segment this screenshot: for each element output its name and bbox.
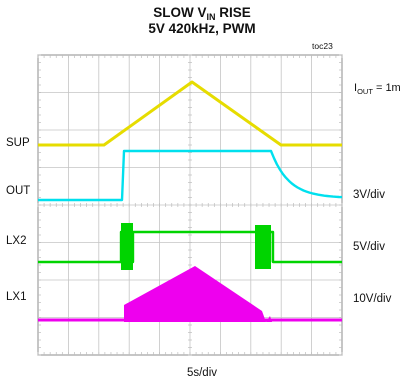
channel-label-lx1: LX1 — [6, 291, 27, 303]
channel-label-lx2: LX2 — [6, 235, 27, 247]
condition-annotation: IOUT = 1m — [354, 82, 401, 96]
scale-label-lx1: 10V/div — [353, 293, 392, 305]
figure-id: toc23 — [312, 41, 333, 51]
trace-lx2-switching-burst — [121, 223, 133, 270]
channel-label-out: OUT — [6, 185, 31, 197]
scale-label-out: 3V/div — [353, 189, 385, 201]
trace-lx1-envelope — [124, 266, 272, 322]
channel-label-sup: SUP — [6, 137, 30, 149]
x-axis-label: 5s/div — [186, 367, 218, 379]
scale-label-lx2: 5V/div — [353, 241, 385, 253]
chart-title-line1: SLOW VIN RISE — [153, 5, 251, 22]
trace-sup — [38, 80, 342, 147]
trace-lx2-switching-burst — [255, 225, 271, 269]
chart-title-line2: 5V 420kHz, PWM — [148, 21, 256, 36]
trace-out — [38, 149, 343, 202]
